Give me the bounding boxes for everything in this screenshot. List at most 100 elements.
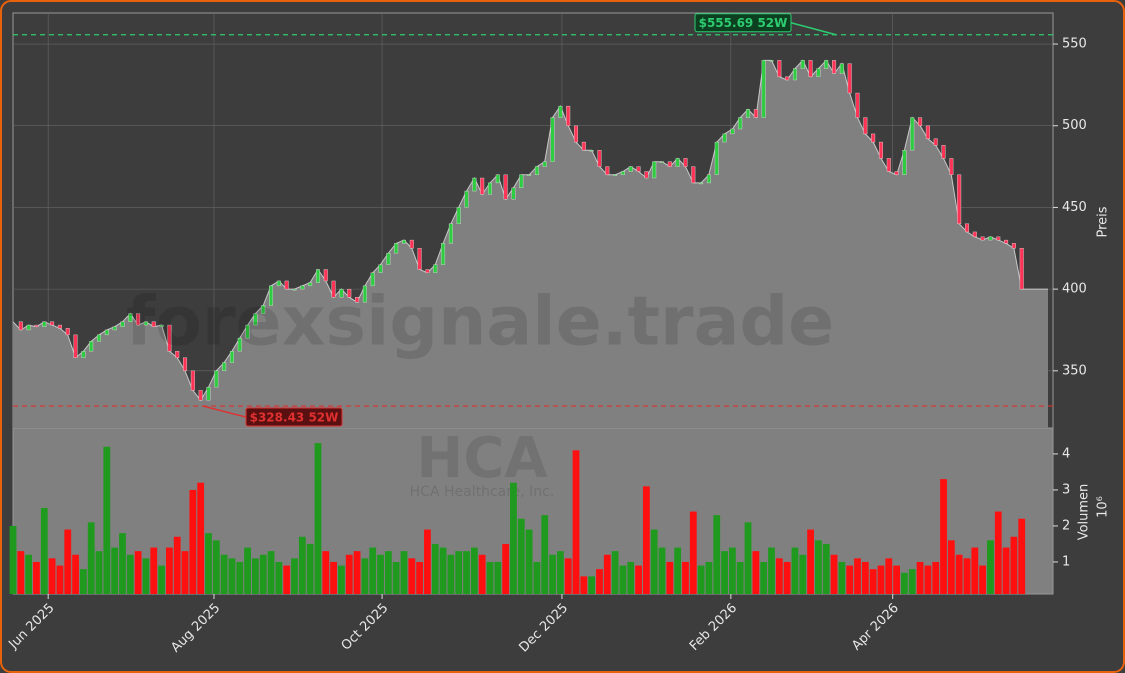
- volume-bar: [416, 561, 424, 594]
- y-tick-label: 500: [1062, 118, 1087, 133]
- volume-bar: [822, 543, 830, 594]
- candle: [542, 161, 547, 167]
- y-tick-label: 350: [1062, 363, 1087, 378]
- candle: [683, 158, 688, 167]
- candle: [1011, 243, 1016, 249]
- candle: [1004, 239, 1009, 244]
- volume-bar: [877, 565, 885, 594]
- volume-bar: [119, 533, 126, 594]
- candle: [198, 390, 203, 401]
- candle: [245, 324, 250, 339]
- candle: [855, 92, 860, 118]
- candle: [534, 166, 539, 175]
- candle: [988, 236, 993, 241]
- candle: [808, 60, 813, 77]
- volume-bar: [728, 547, 736, 594]
- volume-bar: [392, 561, 400, 594]
- volume-bar: [494, 561, 502, 594]
- volume-bar: [197, 482, 205, 594]
- candle: [761, 60, 766, 118]
- volume-bar: [330, 561, 338, 594]
- candle: [433, 264, 438, 273]
- volume-bar: [955, 554, 963, 594]
- candle: [800, 60, 805, 69]
- volume-bar: [40, 507, 48, 594]
- volume-bar: [572, 450, 580, 594]
- candle: [972, 231, 977, 238]
- candle: [401, 239, 406, 244]
- volume-bar: [369, 547, 377, 594]
- candle: [300, 285, 305, 290]
- volume-bar: [783, 561, 791, 594]
- candle: [276, 280, 281, 287]
- annotation-label: $555.69 52W: [699, 16, 788, 30]
- candle: [933, 138, 938, 146]
- candle: [753, 109, 758, 118]
- volume-bar: [126, 554, 134, 594]
- watermark: HCA: [416, 426, 548, 491]
- candle: [628, 166, 633, 172]
- volume-bar: [556, 551, 564, 594]
- volume-bar: [252, 558, 259, 594]
- volume-bar: [619, 565, 627, 594]
- volume-bar: [697, 565, 705, 594]
- volume-bar: [150, 547, 158, 594]
- candle: [996, 236, 1001, 241]
- volume-bar: [603, 554, 611, 594]
- y-tick-label: 2: [1062, 518, 1070, 533]
- volume-bar: [298, 536, 306, 594]
- volume-bar: [533, 561, 541, 594]
- candle: [183, 357, 188, 372]
- annotation-arrow: [790, 22, 837, 36]
- candle: [355, 297, 360, 303]
- candle: [65, 328, 70, 336]
- candle: [691, 166, 696, 184]
- candle: [222, 362, 227, 372]
- candle: [339, 288, 344, 298]
- volume-bar: [791, 547, 799, 594]
- volume-bar: [642, 486, 650, 594]
- volume-bar: [33, 561, 40, 594]
- candle: [660, 161, 665, 163]
- volume-bar: [338, 565, 345, 594]
- candle: [964, 223, 969, 233]
- y-tick-label: 3: [1062, 482, 1070, 497]
- candle: [714, 141, 719, 175]
- candle: [308, 282, 313, 287]
- candle: [104, 329, 109, 336]
- volume-bar: [861, 561, 869, 594]
- candle: [394, 243, 399, 254]
- candle: [957, 174, 962, 224]
- candle: [941, 145, 946, 159]
- volume-bar: [752, 551, 760, 594]
- volume-bar: [447, 554, 455, 594]
- candle: [120, 321, 125, 327]
- volume-bar: [134, 551, 142, 594]
- volume-bar: [768, 547, 775, 594]
- volume-bar: [455, 551, 463, 594]
- candle: [894, 171, 899, 175]
- volume-bar: [103, 446, 111, 594]
- candle: [331, 280, 336, 298]
- volume-bar: [111, 547, 119, 594]
- candle: [261, 305, 266, 314]
- volume-bar: [689, 511, 697, 594]
- volume-bar: [142, 558, 150, 594]
- volume-bar: [666, 561, 674, 594]
- volume-bar: [994, 511, 1002, 594]
- candle: [839, 63, 844, 74]
- candle: [237, 337, 242, 352]
- candle: [206, 386, 211, 401]
- volume-bar: [713, 515, 721, 594]
- candle: [519, 174, 524, 189]
- watermark: forexsignale.trade: [126, 283, 835, 362]
- volume-bar: [463, 551, 470, 594]
- volume-bar: [736, 561, 744, 594]
- volume-bar: [721, 551, 728, 594]
- volume-bar: [470, 547, 478, 594]
- candle: [699, 182, 704, 185]
- annotation-arrow: [202, 405, 247, 418]
- volume-bar: [846, 565, 854, 594]
- candle: [81, 351, 86, 358]
- volume-bar: [431, 543, 439, 594]
